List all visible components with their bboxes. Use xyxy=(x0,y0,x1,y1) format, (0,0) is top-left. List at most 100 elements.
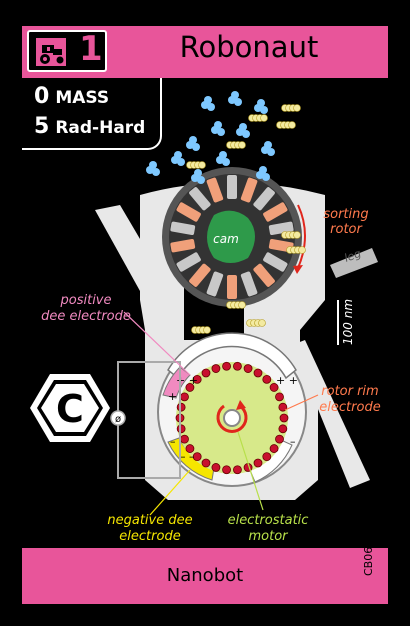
power-symbol-icon xyxy=(110,410,126,426)
svg-text:–: – xyxy=(170,435,176,448)
footer-bar xyxy=(22,548,388,604)
rotor-blade xyxy=(263,252,288,272)
label-leg: leg xyxy=(343,247,363,265)
molecule-blue xyxy=(194,169,202,177)
label-motor: motor xyxy=(248,529,289,544)
card-badge: 1 xyxy=(27,29,107,72)
power-circuit: ø xyxy=(110,361,181,479)
rotor-blade xyxy=(176,252,201,272)
stat-mass: 0 MASS xyxy=(34,84,109,109)
molecule-blue xyxy=(234,98,242,106)
molecule-blue xyxy=(192,143,200,151)
rotor-blades xyxy=(170,175,294,299)
molecule-blue xyxy=(219,151,227,159)
cam-shape xyxy=(207,210,255,263)
rotor-blade xyxy=(240,271,258,297)
label-sorting: sorting xyxy=(323,207,368,222)
label-rim-electrode: electrode xyxy=(319,400,380,415)
rim-bead xyxy=(253,458,263,468)
molecule-yellow xyxy=(293,231,301,239)
card-code: CB062R xyxy=(362,532,375,576)
rotor-blade xyxy=(189,263,211,287)
rotor-blade xyxy=(170,221,196,236)
molecule-blue xyxy=(231,91,239,99)
rim-bead xyxy=(275,434,284,444)
label-scale: 100 nm xyxy=(341,299,355,345)
molecule-blue xyxy=(207,103,215,111)
svg-text:+: + xyxy=(168,390,177,403)
molecule-blue xyxy=(149,161,157,169)
molecule-yellow xyxy=(238,301,246,309)
rim-bead xyxy=(192,374,202,384)
molecule-blue xyxy=(189,136,197,144)
molecule-blue xyxy=(214,121,222,129)
rim-bead xyxy=(269,444,279,453)
molecule-yellow xyxy=(258,319,266,327)
leg-shape xyxy=(330,248,378,278)
molecule-blue xyxy=(242,130,250,138)
rotor-rim-beads xyxy=(175,361,289,475)
label-positive: positive xyxy=(60,293,112,308)
rotor-blade xyxy=(176,202,201,222)
rim-bead xyxy=(278,402,288,412)
stat-radhard: 5 Rad-Hard xyxy=(34,114,145,139)
rim-bead xyxy=(201,368,211,378)
stat-radhard-label: Rad-Hard xyxy=(55,118,146,138)
molecule-blue xyxy=(204,96,212,104)
rim-bead xyxy=(275,392,284,402)
label-neg-electrode: electrode xyxy=(119,529,180,544)
rim-bead xyxy=(262,452,272,462)
card-type: Nanobot xyxy=(166,565,244,586)
molecule-yellow xyxy=(260,114,268,122)
rim-bead xyxy=(262,374,272,384)
rotor-blade xyxy=(240,177,258,203)
rotor-blade xyxy=(227,275,237,299)
tractor-icon xyxy=(36,38,66,66)
svg-text:+ +: + + xyxy=(176,374,198,387)
svg-text:ø: ø xyxy=(115,414,121,425)
label-cam: cam xyxy=(213,232,239,246)
molecule-yellow xyxy=(198,161,206,169)
rim-bead xyxy=(233,361,242,371)
molecule-blue xyxy=(260,106,268,114)
rim-bead xyxy=(211,364,221,373)
card-number: 1 xyxy=(79,29,103,69)
rim-bead xyxy=(222,361,231,371)
rotor-blade xyxy=(189,187,211,211)
rim-bead xyxy=(211,463,221,472)
rotor-blade xyxy=(263,202,288,222)
label-dee-electrode: dee electrode xyxy=(41,309,131,324)
molecules xyxy=(146,91,306,349)
rim-bead xyxy=(180,392,189,402)
label-negative-dee: negative dee xyxy=(107,513,192,528)
rim-bead xyxy=(180,434,189,444)
molecule-blue xyxy=(197,176,205,184)
molecule-yellow xyxy=(203,326,211,334)
svg-text:– –: – – xyxy=(180,450,195,463)
rim-bead xyxy=(176,402,186,412)
molecule-blue xyxy=(239,123,247,131)
molecule-yellow xyxy=(293,104,301,112)
rim-bead xyxy=(269,383,279,392)
c-hexagon-icon: C xyxy=(30,374,110,442)
stat-mass-label: MASS xyxy=(55,88,110,108)
svg-text:C: C xyxy=(56,387,84,431)
rim-bead xyxy=(192,452,202,462)
rim-bead xyxy=(278,424,288,434)
rim-bead xyxy=(253,368,263,378)
stat-mass-value: 0 xyxy=(34,84,50,109)
sorting-rotor xyxy=(162,167,306,307)
svg-text:–: – xyxy=(290,435,296,448)
rim-bead xyxy=(233,465,242,475)
rotor-blade xyxy=(206,177,224,203)
molecule-blue xyxy=(217,128,225,136)
stats-panel: 0 MASS 5 Rad-Hard xyxy=(22,78,162,150)
rotor-blade xyxy=(253,263,275,287)
molecule-blue xyxy=(222,158,230,166)
label-rotor-rim: rotor rim xyxy=(321,384,378,399)
label-rotor: rotor xyxy=(330,222,363,237)
electrostatic-motor: + + + – – – + + – xyxy=(157,332,307,487)
rim-bead xyxy=(279,413,289,423)
